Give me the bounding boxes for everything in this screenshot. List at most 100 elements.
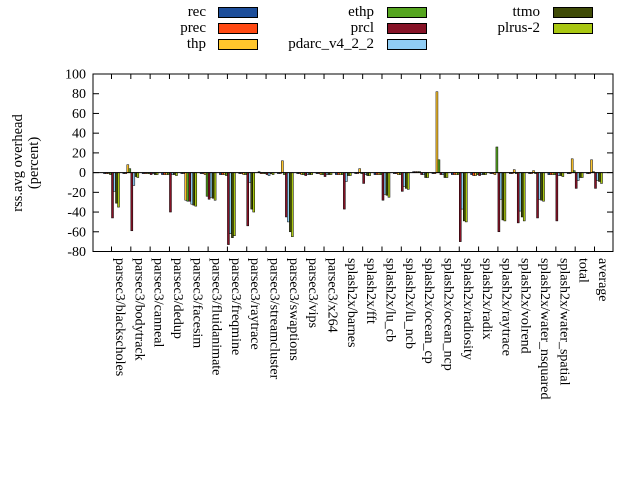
bar-plrus-2 xyxy=(252,172,255,213)
x-tick-label: splash2x/raytrace xyxy=(498,258,513,356)
x-tick-label: parsec3/swaptions xyxy=(286,258,301,361)
bar-pdarc_v4_2_2 xyxy=(113,172,116,192)
x-tick-label: splash2x/water_nsquared xyxy=(537,258,552,400)
bar-pdarc_v4_2_2 xyxy=(345,172,348,182)
bar-ttmo xyxy=(405,172,408,189)
bar-plrus-2 xyxy=(522,172,526,222)
x-tick-label: average xyxy=(595,258,610,302)
bar-thp xyxy=(590,159,593,173)
bar-pdarc_v4_2_2 xyxy=(596,172,599,181)
bar-thp xyxy=(358,168,361,173)
bar-ttmo xyxy=(540,172,543,201)
bar-ttmo xyxy=(134,172,138,177)
bar-ttmo xyxy=(192,172,196,206)
bar-pdarc_v4_2_2 xyxy=(538,172,541,200)
bar-pdarc_v4_2_2 xyxy=(229,172,232,234)
bar-plrus-2 xyxy=(426,172,429,178)
bar-prcl xyxy=(130,172,134,232)
bar-prcl xyxy=(285,172,288,218)
bar-prcl xyxy=(401,172,404,192)
bar-plrus-2 xyxy=(233,172,236,236)
bar-plrus-2 xyxy=(136,172,140,178)
bar-plrus-2 xyxy=(194,172,198,207)
bar-prcl xyxy=(246,172,249,227)
bar-plrus-2 xyxy=(291,172,294,237)
x-tick-label: parsec3/bodytrack xyxy=(131,258,146,361)
x-tick-label: splash2x/fft xyxy=(363,258,378,324)
x-tick-label: splash2x/water_spatial xyxy=(556,258,571,386)
bar-prcl xyxy=(594,172,597,189)
bar-pdarc_v4_2_2 xyxy=(499,172,503,200)
y-tick-label: 80 xyxy=(72,87,86,102)
y-axis-label: rss.avg overhead(percent) xyxy=(10,114,42,212)
y-tick-label: 20 xyxy=(72,146,86,161)
x-tick-label: parsec3/dedup xyxy=(170,258,185,339)
x-tick-label: total xyxy=(576,258,591,283)
bar-ethp xyxy=(186,172,190,202)
bar-plrus-2 xyxy=(465,172,468,223)
bar-pdarc_v4_2_2 xyxy=(518,172,522,212)
bar-ttmo xyxy=(443,172,447,178)
legend-label-pdarc_v4_2_2: pdarc_v4_2_2 xyxy=(288,36,374,52)
bar-prcl xyxy=(362,172,365,184)
bar-prcl xyxy=(536,172,539,219)
x-tick-label: parsec3/streamcluster xyxy=(267,258,282,380)
plot-border xyxy=(92,73,614,252)
x-tick-label: parsec3/canneal xyxy=(151,258,166,347)
bar-prcl xyxy=(323,172,327,177)
bar-thp xyxy=(570,158,574,173)
bar-plrus-2 xyxy=(117,172,120,208)
bar-prcl xyxy=(188,172,192,202)
legend-swatch-rec xyxy=(218,7,258,18)
bar-pdarc_v4_2_2 xyxy=(287,172,290,223)
bar-plrus-2 xyxy=(213,172,217,201)
bar-prcl xyxy=(227,172,230,245)
bar-plrus-2 xyxy=(600,172,603,184)
x-tick-label: splash2x/barnes xyxy=(344,258,359,347)
bar-pdarc_v4_2_2 xyxy=(190,172,194,205)
bar-pdarc_v4_2_2 xyxy=(576,172,580,181)
bar-thp xyxy=(126,164,130,173)
y-tick-label: 40 xyxy=(72,127,86,142)
legend-label-thp: thp xyxy=(186,36,206,52)
bar-plrus-2 xyxy=(561,172,565,177)
bar-ttmo xyxy=(424,172,427,178)
bar-ttmo xyxy=(385,172,389,196)
bar-prcl xyxy=(555,172,559,222)
x-tick-label: parsec3/fluidanimate xyxy=(209,258,224,375)
bar-prcl xyxy=(516,172,520,224)
legend-swatch-prec xyxy=(218,23,258,34)
bar-pdarc_v4_2_2 xyxy=(248,172,251,183)
legend-swatch-plrus-2 xyxy=(553,23,593,34)
x-tick-label: splash2x/ocean_cp xyxy=(421,258,436,364)
bar-plrus-2 xyxy=(542,172,545,202)
bar-ttmo xyxy=(211,172,215,199)
bar-ttmo xyxy=(231,172,234,238)
legend-label-prcl: prcl xyxy=(350,20,374,36)
bar-prcl xyxy=(381,172,385,201)
bar-ttmo xyxy=(463,172,466,222)
legend-swatch-ethp xyxy=(387,7,427,18)
legend-swatch-prcl xyxy=(387,23,427,34)
x-tick-label: splash2x/volrend xyxy=(518,258,533,354)
legend-swatch-thp xyxy=(218,39,258,50)
legend-label-prec: prec xyxy=(180,20,206,36)
bar-plrus-2 xyxy=(580,172,584,178)
bar-plrus-2 xyxy=(387,172,391,198)
x-tick-label: splash2x/radix xyxy=(479,258,494,340)
bar-pdarc_v4_2_2 xyxy=(461,172,464,210)
y-tick-label: -60 xyxy=(67,225,86,240)
legend-label-ttmo: ttmo xyxy=(512,4,540,20)
bar-thp xyxy=(435,91,439,173)
bar-pdarc_v4_2_2 xyxy=(132,172,136,186)
bar-plrus-2 xyxy=(407,172,410,190)
bar-ethp xyxy=(128,168,132,173)
y-tick-label: -80 xyxy=(67,245,86,260)
x-tick-label: parsec3/freqmine xyxy=(228,258,243,355)
bar-ttmo xyxy=(501,172,505,221)
y-tick-label: 100 xyxy=(65,68,86,83)
x-tick-label: splash2x/ocean_ncp xyxy=(440,258,455,371)
bar-ethp xyxy=(437,159,441,173)
